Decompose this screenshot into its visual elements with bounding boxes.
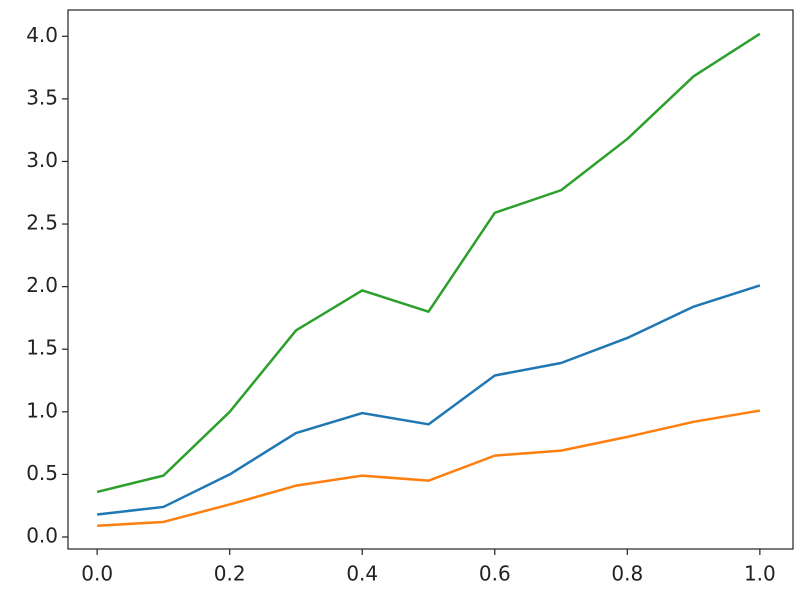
- y-tick-label: 3.5: [26, 85, 58, 109]
- x-tick-label: 0.4: [346, 562, 378, 586]
- y-tick-label: 4.0: [26, 23, 58, 47]
- y-tick-label: 2.5: [26, 211, 58, 235]
- y-tick-label: 1.0: [26, 398, 58, 422]
- line-series: [97, 409, 761, 527]
- x-tick-label: 0.0: [81, 562, 113, 586]
- line-series: [96, 32, 761, 494]
- line-series: [97, 284, 761, 516]
- x-tick-label: 1.0: [744, 562, 776, 586]
- y-tick-label: 3.0: [26, 148, 58, 172]
- y-tick-label: 0.5: [26, 461, 58, 485]
- x-tick-label: 0.6: [479, 562, 511, 586]
- y-tick-label: 0.0: [26, 523, 58, 547]
- y-tick-label: 1.5: [26, 336, 58, 360]
- x-tick-label: 0.2: [214, 562, 246, 586]
- plot-frame: [67, 9, 794, 550]
- y-tick-label: 2.0: [26, 273, 58, 297]
- x-tick-label: 0.8: [611, 562, 643, 586]
